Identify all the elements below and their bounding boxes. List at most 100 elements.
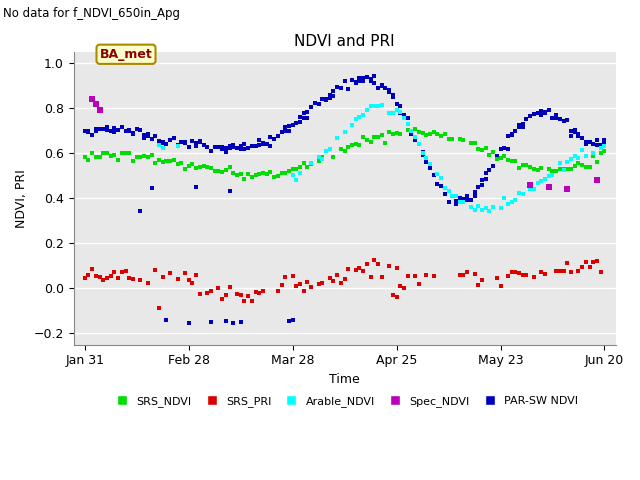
Point — [324, 145, 335, 153]
Point — [221, 148, 231, 156]
Point — [518, 123, 528, 131]
Point — [116, 149, 127, 156]
Point — [120, 149, 131, 157]
Point — [584, 264, 595, 271]
Point — [592, 158, 602, 166]
Point — [83, 128, 93, 136]
Point — [135, 126, 145, 133]
Point — [559, 117, 569, 125]
Point — [295, 119, 305, 126]
Point — [451, 197, 461, 205]
Point — [91, 272, 101, 280]
Point — [410, 136, 420, 144]
Point — [413, 128, 424, 136]
Point — [436, 174, 446, 182]
Point — [477, 176, 487, 183]
Point — [392, 129, 402, 137]
Point — [403, 114, 413, 122]
Point — [191, 164, 201, 172]
Point — [503, 272, 513, 280]
Point — [287, 171, 298, 179]
Point — [221, 144, 231, 152]
Point — [106, 272, 116, 279]
Point — [477, 206, 487, 214]
Point — [495, 154, 506, 161]
Point — [410, 132, 420, 140]
Point — [302, 164, 312, 171]
Point — [580, 138, 591, 145]
Point — [254, 137, 264, 144]
Point — [413, 140, 424, 148]
Point — [388, 91, 398, 98]
Point — [562, 158, 572, 166]
Point — [525, 185, 535, 192]
Point — [128, 276, 138, 283]
Point — [436, 132, 446, 139]
Point — [514, 121, 524, 129]
Point — [321, 95, 331, 103]
Point — [336, 84, 346, 92]
Point — [506, 132, 516, 139]
Point — [525, 164, 535, 171]
Point — [577, 134, 588, 142]
Point — [488, 162, 498, 169]
Point — [532, 179, 543, 186]
Point — [559, 165, 569, 172]
Point — [154, 137, 164, 145]
Point — [91, 127, 101, 134]
Point — [584, 164, 595, 171]
Point — [380, 84, 390, 92]
Text: BA_met: BA_met — [100, 48, 152, 61]
Point — [299, 159, 309, 167]
Point — [87, 265, 97, 273]
Point — [462, 192, 472, 199]
Point — [209, 144, 220, 151]
Point — [95, 153, 105, 161]
Point — [258, 140, 268, 148]
Point — [570, 153, 580, 160]
Point — [106, 153, 116, 160]
Point — [559, 166, 569, 174]
Point — [314, 100, 324, 108]
Point — [417, 148, 428, 156]
Point — [484, 167, 495, 174]
Point — [469, 192, 479, 200]
Point — [176, 138, 186, 145]
Point — [172, 143, 182, 150]
Point — [599, 147, 609, 155]
Point — [95, 125, 105, 133]
Point — [518, 190, 528, 198]
Point — [287, 272, 298, 279]
Point — [83, 156, 93, 164]
Point — [536, 111, 547, 119]
Point — [225, 142, 235, 150]
Point — [343, 265, 353, 273]
Point — [392, 264, 402, 272]
Point — [392, 100, 402, 108]
Point — [132, 125, 142, 132]
Point — [172, 275, 182, 283]
Point — [358, 267, 368, 275]
Point — [135, 276, 145, 283]
Point — [510, 196, 520, 204]
Point — [217, 144, 227, 151]
Point — [532, 166, 543, 174]
Point — [566, 268, 576, 276]
Point — [91, 126, 101, 133]
Point — [365, 75, 376, 83]
Point — [406, 128, 417, 135]
Point — [120, 267, 131, 275]
Point — [596, 144, 606, 152]
Point — [236, 170, 246, 178]
Point — [106, 127, 116, 134]
Point — [198, 141, 209, 148]
Point — [276, 169, 287, 177]
Point — [83, 271, 93, 279]
Point — [258, 139, 268, 147]
Point — [180, 269, 190, 276]
Point — [128, 129, 138, 136]
Point — [191, 140, 201, 147]
Point — [492, 155, 502, 163]
Point — [213, 144, 223, 151]
Point — [188, 137, 198, 145]
